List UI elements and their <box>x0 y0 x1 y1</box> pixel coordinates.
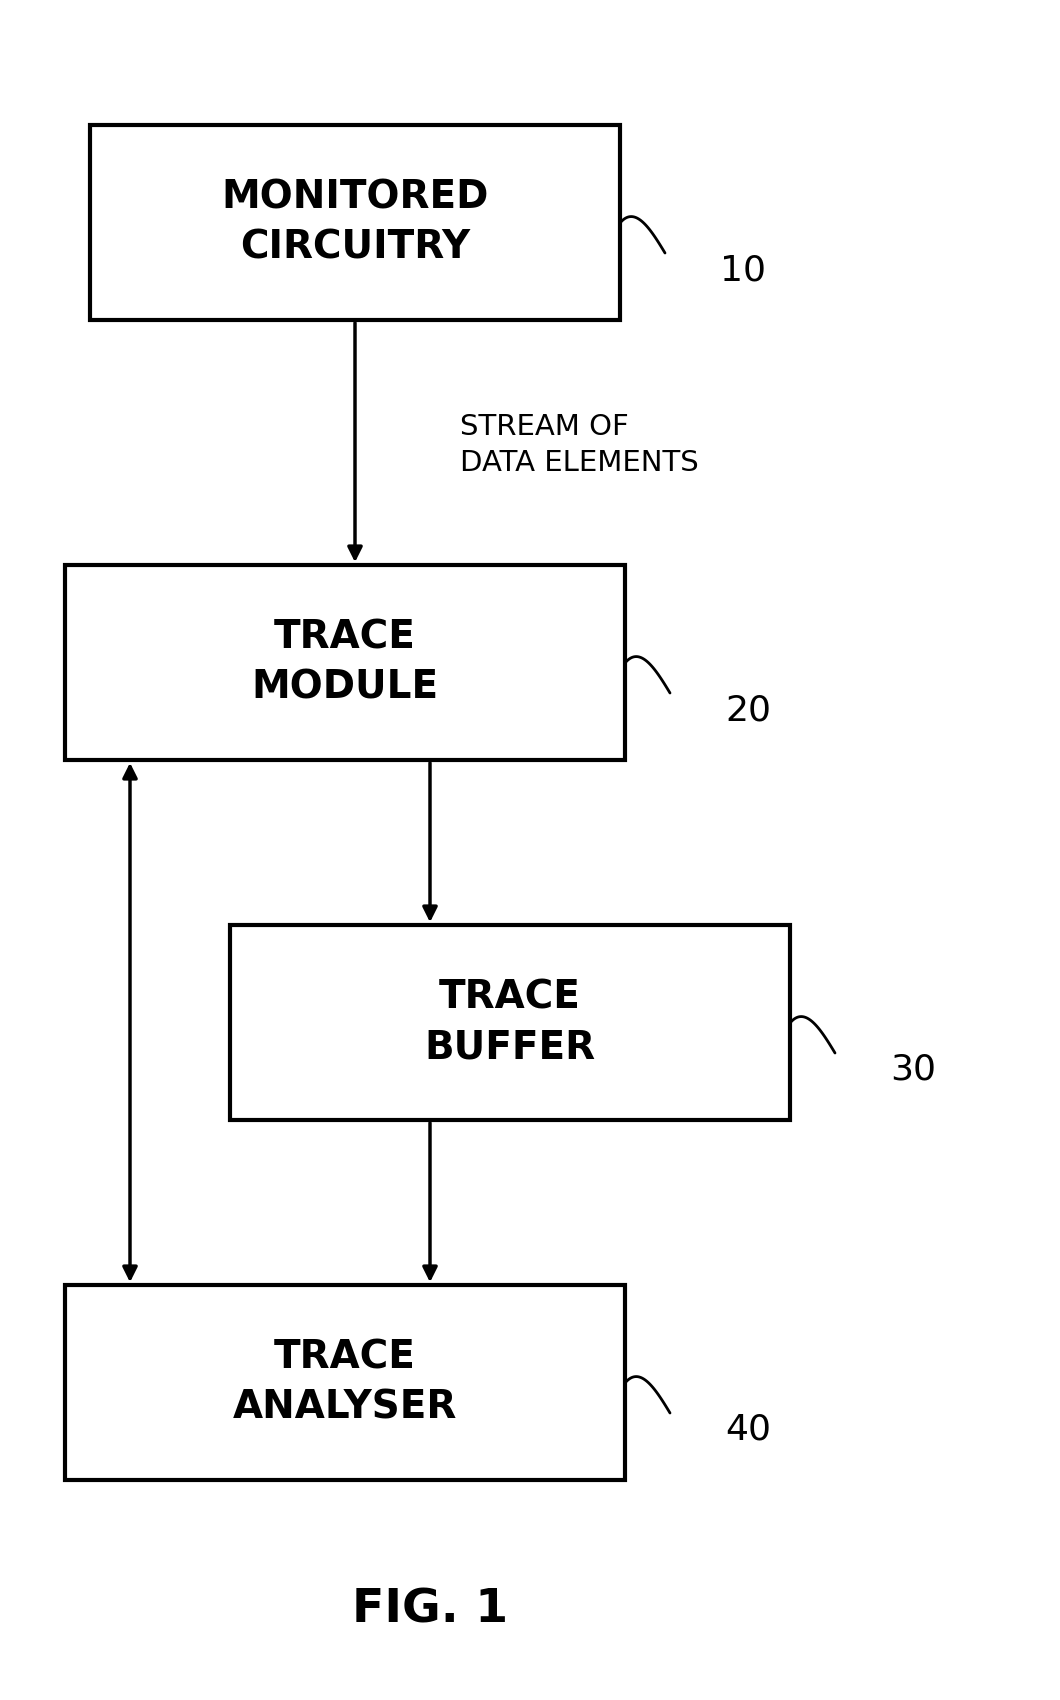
Bar <box>65 564 625 760</box>
Text: 30: 30 <box>890 1052 936 1086</box>
Text: STREAM OF
DATA ELEMENTS: STREAM OF DATA ELEMENTS <box>460 413 699 478</box>
Text: TRACE
ANALYSER: TRACE ANALYSER <box>233 1338 457 1426</box>
Text: 40: 40 <box>725 1413 771 1447</box>
Text: 10: 10 <box>720 253 766 287</box>
Text: 20: 20 <box>725 694 771 728</box>
Bar <box>90 126 620 320</box>
Bar <box>230 925 790 1120</box>
Text: MONITORED
CIRCUITRY: MONITORED CIRCUITRY <box>222 178 489 267</box>
Bar <box>65 1285 625 1481</box>
Text: TRACE
MODULE: TRACE MODULE <box>251 619 439 707</box>
Text: FIG. 1: FIG. 1 <box>352 1588 508 1632</box>
Text: TRACE
BUFFER: TRACE BUFFER <box>424 979 596 1066</box>
